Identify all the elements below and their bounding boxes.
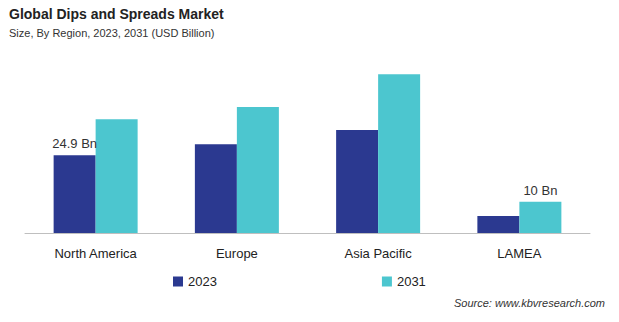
svg-text:Europe: Europe xyxy=(216,246,258,261)
svg-text:10 Bn: 10 Bn xyxy=(523,183,557,198)
svg-text:24.9 Bn: 24.9 Bn xyxy=(52,136,97,151)
svg-text:2023: 2023 xyxy=(188,274,217,289)
svg-text:Source: www.kbvresearch.com: Source: www.kbvresearch.com xyxy=(454,297,605,309)
svg-text:LAMEA: LAMEA xyxy=(497,246,541,261)
svg-text:North America: North America xyxy=(54,246,137,261)
svg-text:Asia Pacific: Asia Pacific xyxy=(345,246,413,261)
svg-text:2031: 2031 xyxy=(397,274,426,289)
svg-text:Size, By Region, 2023, 2031 (U: Size, By Region, 2023, 2031 (USD Billion… xyxy=(9,27,214,39)
svg-text:Global Dips and Spreads Market: Global Dips and Spreads Market xyxy=(9,6,224,22)
